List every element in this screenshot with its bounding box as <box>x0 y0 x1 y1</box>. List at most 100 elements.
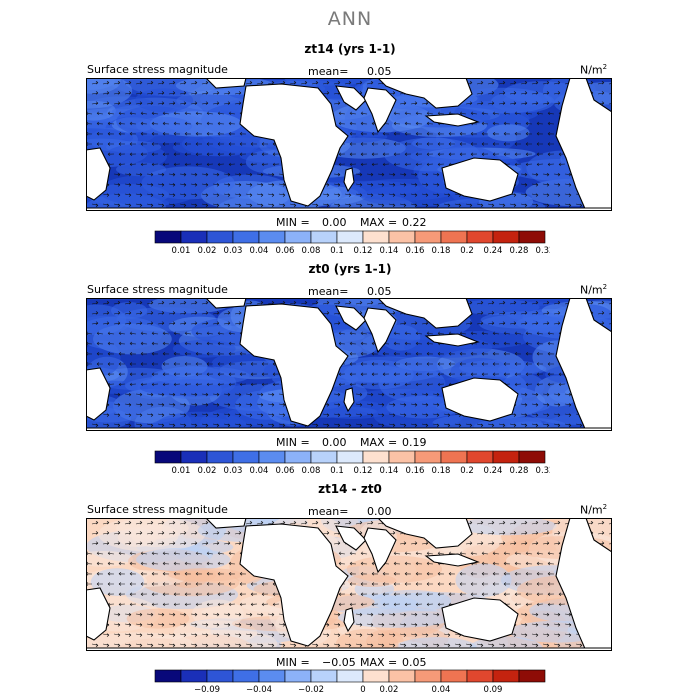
wind-arrow <box>113 300 121 305</box>
wind-arrow <box>212 203 220 208</box>
wind-arrow <box>256 643 264 648</box>
wind-arrow <box>256 172 264 177</box>
variable-label: Surface stress magnitude <box>87 283 228 296</box>
wind-arrow <box>575 643 583 648</box>
wind-arrow <box>503 152 511 156</box>
wind-arrow <box>157 623 165 627</box>
wind-arrow <box>437 142 445 146</box>
wind-arrow <box>184 352 192 356</box>
wind-arrow <box>140 132 148 136</box>
field-patch <box>459 359 544 376</box>
wind-arrow <box>140 592 148 596</box>
wind-arrow <box>426 572 434 576</box>
colorbar-swatch <box>310 669 338 683</box>
wind-arrow <box>525 561 533 566</box>
wind-arrow <box>250 362 258 366</box>
wind-arrow <box>195 152 203 156</box>
wind-arrow <box>228 382 236 387</box>
wind-arrow <box>300 520 308 525</box>
wind-arrow <box>344 643 352 648</box>
wind-arrow <box>360 551 368 556</box>
wind-arrow <box>410 423 418 428</box>
wind-arrow <box>481 352 489 356</box>
wind-arrow <box>360 592 368 596</box>
wind-arrow <box>349 152 357 156</box>
wind-arrow <box>129 121 137 126</box>
colorbar-tick-label: 0.28 <box>510 246 529 256</box>
wind-arrow <box>399 193 407 197</box>
wind-arrow <box>542 541 550 545</box>
wind-arrow <box>393 121 401 126</box>
wind-arrow <box>124 413 132 417</box>
wind-arrow <box>107 592 115 596</box>
wind-arrow <box>476 300 484 305</box>
wind-arrow <box>146 531 154 535</box>
min-label: MIN = <box>276 216 310 229</box>
wind-arrow <box>168 531 176 535</box>
colorbar-tick-label: 0.01 <box>172 466 191 476</box>
wind-arrow <box>531 392 539 397</box>
wind-arrow <box>404 582 412 586</box>
wind-arrow <box>371 362 379 366</box>
colorbar-tick-label: 0.2 <box>460 246 474 256</box>
wind-arrow <box>514 121 522 126</box>
wind-arrow <box>476 531 484 535</box>
wind-arrow <box>553 91 561 95</box>
wind-arrow <box>355 193 363 197</box>
colorbar-swatch <box>258 669 286 683</box>
wind-arrow <box>366 612 374 617</box>
wind-arrow <box>190 633 198 637</box>
mean-label: mean= <box>308 285 349 298</box>
wind-arrow <box>118 602 126 607</box>
wind-arrow <box>360 372 368 376</box>
wind-arrow <box>162 331 170 336</box>
wind-arrow <box>514 582 522 586</box>
wind-arrow <box>503 582 511 586</box>
wind-arrow <box>239 592 247 596</box>
wind-arrow <box>437 572 445 576</box>
wind-arrow <box>399 203 407 208</box>
wind-arrow <box>217 121 225 126</box>
map-frame <box>86 518 612 651</box>
wind-arrow <box>487 423 495 428</box>
wind-arrow <box>553 321 561 325</box>
wind-arrow <box>223 321 231 325</box>
wind-arrow <box>355 392 363 397</box>
wind-arrow <box>179 623 187 627</box>
wind-arrow <box>404 592 412 596</box>
wind-arrow <box>217 592 225 596</box>
wind-arrow <box>201 101 209 105</box>
wind-arrow <box>168 321 176 325</box>
wind-arrow <box>366 413 374 417</box>
wind-arrow <box>426 352 434 356</box>
wind-arrow <box>404 341 412 346</box>
wind-arrow <box>481 572 489 576</box>
colorbar-swatch <box>154 669 182 683</box>
wind-arrow <box>459 572 467 576</box>
wind-arrow <box>388 623 396 627</box>
wind-arrow <box>217 111 225 116</box>
wind-arrow <box>542 80 550 85</box>
wind-arrow <box>349 561 357 566</box>
wind-arrow <box>338 152 346 156</box>
wind-arrow <box>162 162 170 167</box>
wind-arrow <box>377 183 385 187</box>
wind-arrow <box>366 643 374 648</box>
wind-arrow <box>168 172 176 177</box>
wind-arrow <box>239 572 247 576</box>
wind-arrow <box>382 582 390 586</box>
wind-arrow <box>349 602 357 607</box>
wind-arrow <box>349 331 357 336</box>
wind-arrow <box>267 193 275 197</box>
wind-arrow <box>107 341 115 346</box>
wind-arrow <box>410 403 418 407</box>
colorbar-swatch <box>518 450 546 464</box>
wind-arrow <box>514 362 522 366</box>
wind-arrow <box>179 403 187 407</box>
wind-arrow <box>465 541 473 545</box>
wind-arrow <box>520 520 528 525</box>
wind-arrow <box>459 352 467 356</box>
wind-arrow <box>415 352 423 356</box>
wind-arrow <box>129 352 137 356</box>
wind-arrow <box>267 423 275 428</box>
